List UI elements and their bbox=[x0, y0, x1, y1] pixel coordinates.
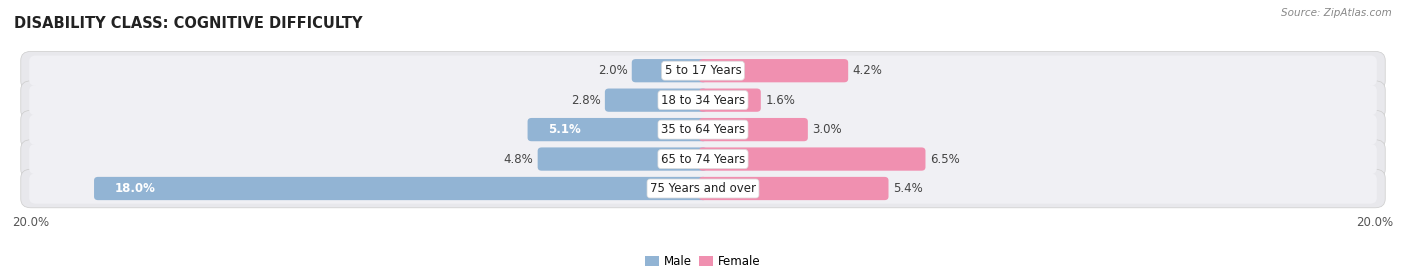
Text: 5 to 17 Years: 5 to 17 Years bbox=[665, 64, 741, 77]
FancyBboxPatch shape bbox=[21, 51, 1385, 90]
Text: 18 to 34 Years: 18 to 34 Years bbox=[661, 94, 745, 107]
Text: Source: ZipAtlas.com: Source: ZipAtlas.com bbox=[1281, 8, 1392, 18]
FancyBboxPatch shape bbox=[527, 118, 707, 141]
FancyBboxPatch shape bbox=[537, 147, 707, 171]
Text: 5.1%: 5.1% bbox=[548, 123, 581, 136]
Text: 4.2%: 4.2% bbox=[852, 64, 883, 77]
FancyBboxPatch shape bbox=[21, 140, 1385, 178]
FancyBboxPatch shape bbox=[21, 110, 1385, 149]
Text: 1.6%: 1.6% bbox=[765, 94, 794, 107]
Text: 2.8%: 2.8% bbox=[571, 94, 600, 107]
FancyBboxPatch shape bbox=[699, 118, 808, 141]
Text: 2.0%: 2.0% bbox=[598, 64, 627, 77]
Text: 65 to 74 Years: 65 to 74 Years bbox=[661, 153, 745, 166]
FancyBboxPatch shape bbox=[21, 169, 1385, 208]
FancyBboxPatch shape bbox=[699, 177, 889, 200]
FancyBboxPatch shape bbox=[699, 59, 848, 82]
Text: 18.0%: 18.0% bbox=[115, 182, 156, 195]
Text: 3.0%: 3.0% bbox=[813, 123, 842, 136]
FancyBboxPatch shape bbox=[30, 114, 1376, 145]
FancyBboxPatch shape bbox=[30, 173, 1376, 204]
FancyBboxPatch shape bbox=[699, 89, 761, 112]
FancyBboxPatch shape bbox=[30, 85, 1376, 115]
FancyBboxPatch shape bbox=[699, 147, 925, 171]
FancyBboxPatch shape bbox=[94, 177, 707, 200]
Text: 4.8%: 4.8% bbox=[503, 153, 533, 166]
Text: 75 Years and over: 75 Years and over bbox=[650, 182, 756, 195]
Legend: Male, Female: Male, Female bbox=[641, 250, 765, 270]
Text: 35 to 64 Years: 35 to 64 Years bbox=[661, 123, 745, 136]
Text: 6.5%: 6.5% bbox=[929, 153, 960, 166]
FancyBboxPatch shape bbox=[605, 89, 707, 112]
FancyBboxPatch shape bbox=[30, 56, 1376, 86]
FancyBboxPatch shape bbox=[631, 59, 707, 82]
FancyBboxPatch shape bbox=[21, 81, 1385, 119]
FancyBboxPatch shape bbox=[30, 144, 1376, 174]
Text: DISABILITY CLASS: COGNITIVE DIFFICULTY: DISABILITY CLASS: COGNITIVE DIFFICULTY bbox=[14, 16, 363, 31]
Text: 5.4%: 5.4% bbox=[893, 182, 922, 195]
